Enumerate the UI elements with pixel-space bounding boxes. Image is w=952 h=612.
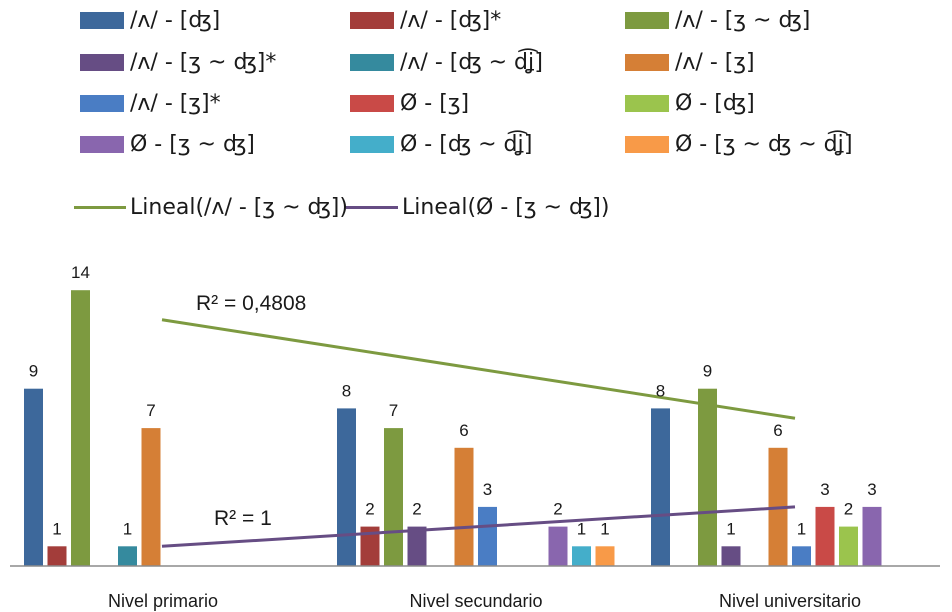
- legend-label: /ʌ/ - [ʒ ~ ʤ]: [675, 7, 811, 33]
- legend-swatch: [350, 94, 394, 112]
- bar-nivel-primario-s6: [141, 428, 161, 566]
- data-label: 2: [365, 500, 374, 519]
- bar-nivel-universitario-s4: [721, 546, 741, 566]
- bar-nivel-secundario-s10: [548, 526, 568, 566]
- data-label: 1: [726, 519, 735, 538]
- legend-swatch: [625, 11, 669, 29]
- legend-label: Lineal(/ʌ/ - [ʒ ~ ʤ]): [130, 194, 348, 220]
- legend-swatch: [350, 135, 394, 153]
- data-label: 8: [656, 381, 665, 400]
- bar-nivel-universitario-s10: [862, 506, 882, 566]
- legend-label: /ʌ/ - [ʒ]: [675, 49, 755, 75]
- legend-label: Ø - [ʒ]: [400, 90, 470, 116]
- bar-nivel-universitario-s7: [792, 546, 811, 566]
- legend-line: [74, 205, 126, 209]
- bar-nivel-secundario-s6: [454, 447, 474, 566]
- legend-label: Lineal(Ø - [ʒ ~ ʤ]): [402, 194, 610, 220]
- legend-label: /ʌ/ - [ʤ]: [130, 7, 221, 33]
- legend-label: Ø - [ʤ]: [675, 90, 755, 116]
- data-label: 1: [577, 519, 586, 538]
- legend-swatch: [625, 135, 669, 153]
- legend: /ʌ/ - [ʤ] /ʌ/ - [ʤ]* /ʌ/ - [ʒ ~ ʤ] /ʌ/ - [ʒ…: [0, 0, 952, 230]
- legend-item-trend-2: Lineal(Ø - [ʒ ~ ʤ]): [346, 192, 609, 222]
- legend-label: Ø - [ʒ ~ ʤ]: [130, 131, 255, 157]
- bars-layer: [24, 290, 882, 566]
- data-label: 7: [146, 401, 155, 420]
- data-label: 2: [412, 500, 421, 519]
- data-label: 3: [867, 480, 876, 499]
- legend-item-2: /ʌ/ - [ʤ]*: [350, 5, 501, 35]
- bar-nivel-primario-s5: [118, 546, 137, 566]
- bar-nivel-primario-s2: [47, 546, 67, 566]
- legend-swatch: [350, 11, 394, 29]
- category-label: Nivel universitario: [719, 591, 861, 611]
- legend-label: /ʌ/ - [ʒ]*: [130, 90, 221, 116]
- data-label: 14: [71, 263, 90, 282]
- legend-item-9: Ø - [ʤ]: [625, 88, 755, 118]
- bar-nivel-secundario-s2: [360, 526, 380, 566]
- data-label: 6: [773, 421, 782, 440]
- legend-swatch: [80, 11, 124, 29]
- data-label: 7: [389, 401, 398, 420]
- legend-label: /ʌ/ - [ʤ ~ d͡ʝ]: [400, 49, 544, 75]
- bar-nivel-secundario-s1: [337, 408, 356, 566]
- r-squared-label: R² = 1: [214, 507, 272, 530]
- data-label: 1: [52, 519, 61, 538]
- bar-nivel-universitario-s3: [698, 388, 717, 566]
- bar-nivel-secundario-s4: [407, 526, 427, 566]
- legend-item-6: /ʌ/ - [ʒ]: [625, 47, 755, 77]
- category-label: Nivel primario: [108, 591, 218, 611]
- bar-nivel-secundario-s3: [384, 428, 403, 566]
- bar-nivel-universitario-s8: [815, 506, 835, 566]
- category-label: Nivel secundario: [409, 591, 542, 611]
- legend-item-12: Ø - [ʒ ~ ʤ ~ d͡ʝ]: [625, 129, 853, 159]
- legend-item-1: /ʌ/ - [ʤ]: [80, 5, 220, 35]
- legend-item-3: /ʌ/ - [ʒ ~ ʤ]: [625, 5, 810, 35]
- bar-nivel-secundario-s11: [572, 546, 591, 566]
- trendlines-layer: R² = 0,4808 R² = 1: [161, 292, 796, 548]
- legend-swatch: [80, 135, 124, 153]
- data-label: 9: [29, 362, 38, 381]
- legend-label: Ø - [ʤ ~ d͡ʝ]: [400, 131, 533, 157]
- legend-label: /ʌ/ - [ʤ]*: [400, 7, 502, 33]
- data-label: 2: [553, 500, 562, 519]
- legend-label: Ø - [ʒ ~ ʤ ~ d͡ʝ]: [675, 131, 853, 157]
- data-label: 6: [459, 421, 468, 440]
- legend-item-5: /ʌ/ - [ʤ ~ d͡ʝ]: [350, 47, 543, 77]
- legend-swatch: [350, 53, 394, 71]
- bar-nivel-primario-s1: [24, 388, 43, 566]
- legend-item-7: /ʌ/ - [ʒ]*: [80, 88, 221, 118]
- data-label: 1: [600, 519, 609, 538]
- data-label: 2: [844, 500, 853, 519]
- data-label: 8: [342, 381, 351, 400]
- legend-item-trend-1: Lineal(/ʌ/ - [ʒ ~ ʤ]): [74, 192, 348, 222]
- bar-nivel-primario-s3: [71, 290, 90, 566]
- trendline-2: [161, 505, 796, 548]
- data-label: 1: [123, 519, 132, 538]
- legend-item-8: Ø - [ʒ]: [350, 88, 469, 118]
- legend-swatch: [625, 94, 669, 112]
- bar-nivel-universitario-s1: [651, 408, 670, 566]
- legend-item-4: /ʌ/ - [ʒ ~ ʤ]*: [80, 47, 276, 77]
- legend-line: [346, 205, 398, 209]
- legend-swatch: [625, 53, 669, 71]
- legend-item-10: Ø - [ʒ ~ ʤ]: [80, 129, 255, 159]
- data-label: 3: [820, 480, 829, 499]
- bar-nivel-secundario-s12: [595, 546, 615, 566]
- legend-label: /ʌ/ - [ʒ ~ ʤ]*: [130, 49, 277, 75]
- legend-item-11: Ø - [ʤ ~ d͡ʝ]: [350, 129, 532, 159]
- category-labels-layer: Nivel primario Nivel secundario Nivel univ…: [108, 591, 861, 611]
- bar-nivel-secundario-s7: [478, 506, 497, 566]
- data-label: 3: [483, 480, 492, 499]
- legend-swatch: [80, 94, 124, 112]
- legend-swatch: [80, 53, 124, 71]
- trendline-1: [161, 318, 796, 420]
- r-squared-label: R² = 0,4808: [196, 292, 306, 315]
- data-label: 1: [797, 519, 806, 538]
- data-label: 9: [703, 362, 712, 381]
- bar-nivel-universitario-s9: [839, 526, 858, 566]
